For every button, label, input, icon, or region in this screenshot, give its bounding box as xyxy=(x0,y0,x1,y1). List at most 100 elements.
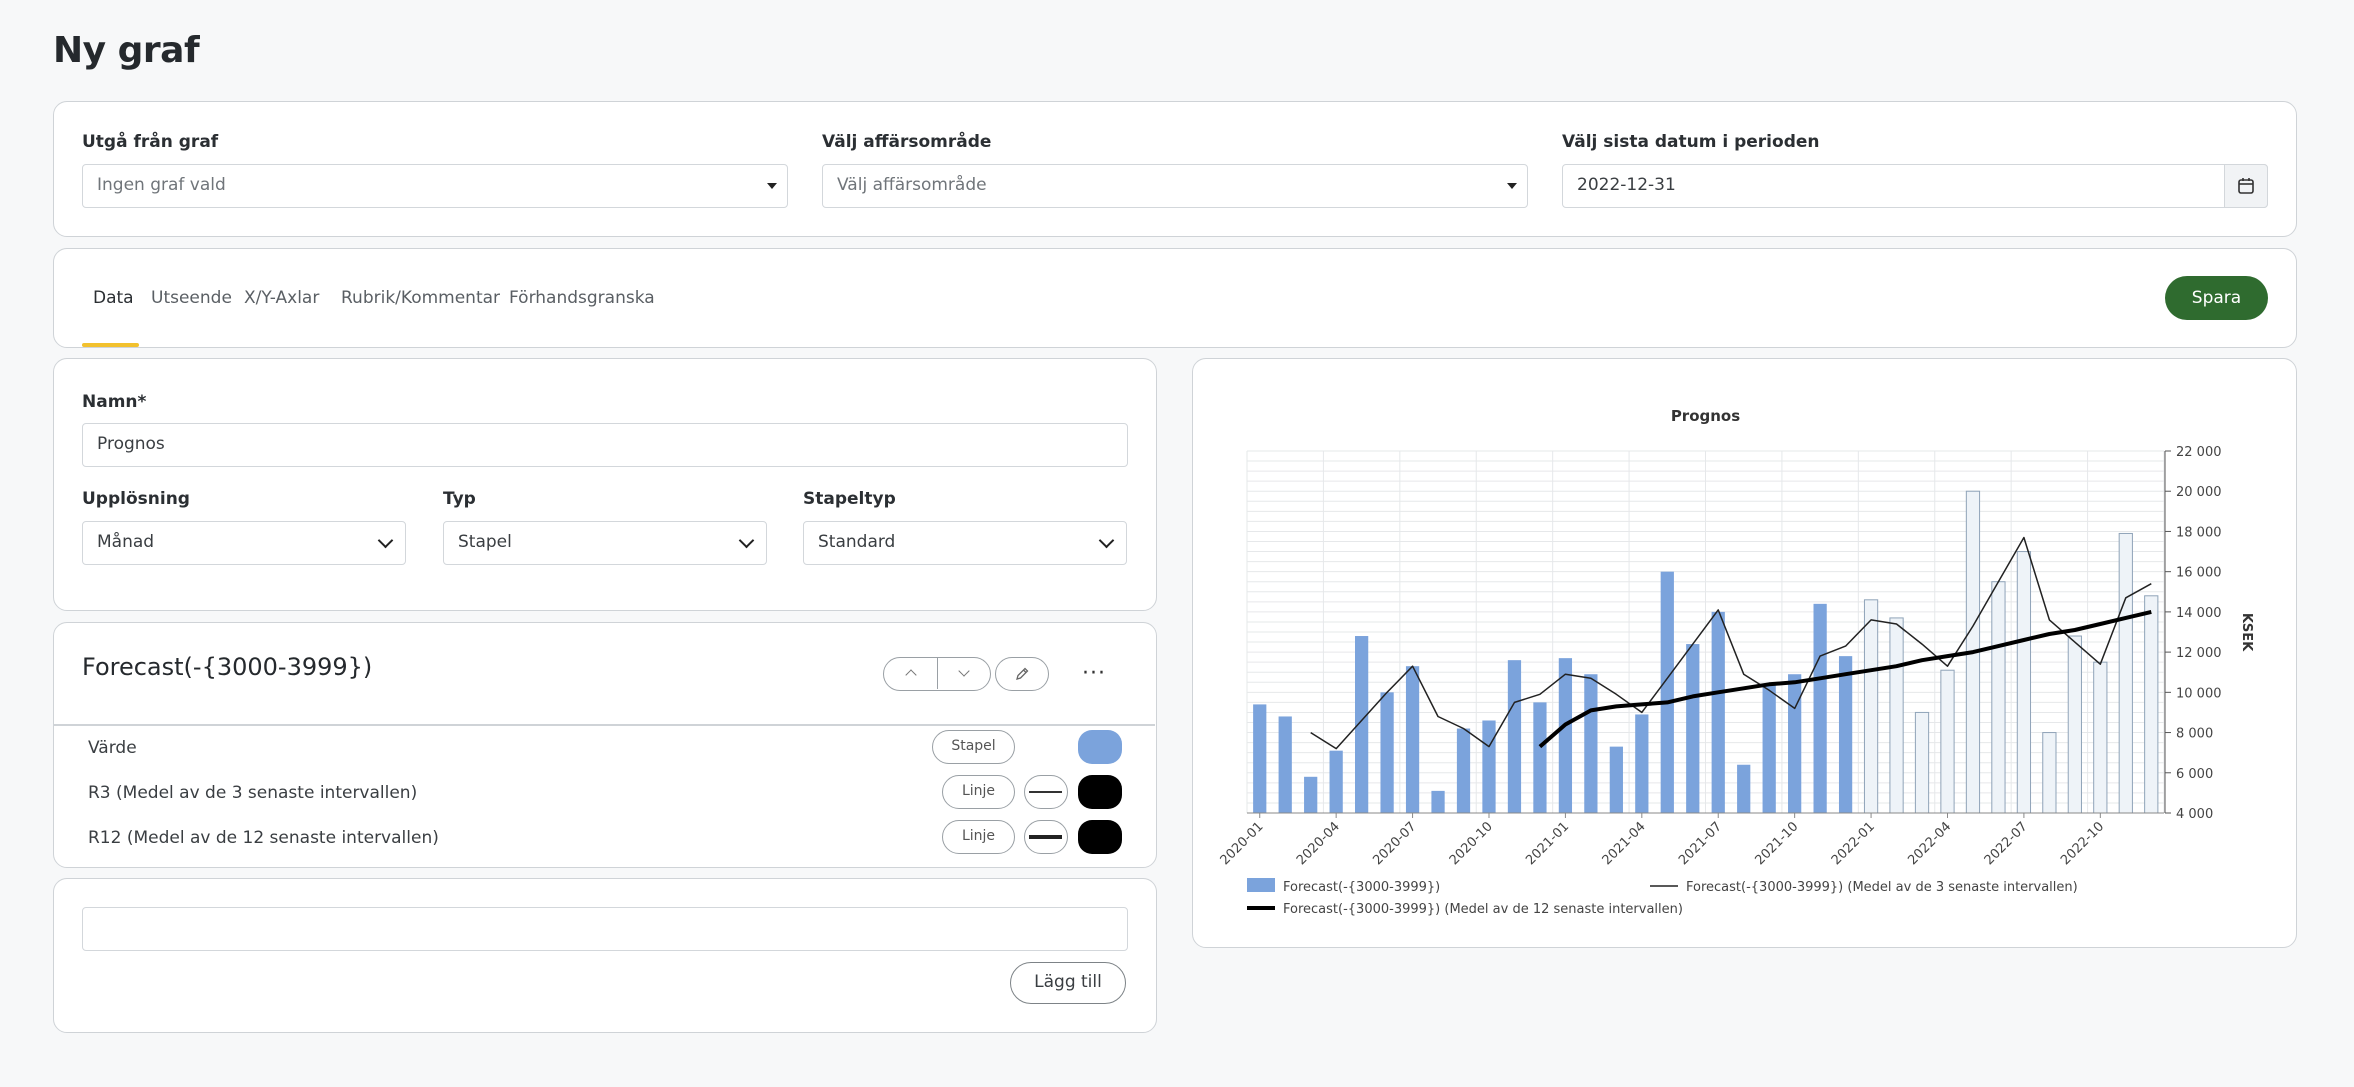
legend-label: Forecast(-{3000-3999}) xyxy=(1283,880,1440,895)
chevron-up-icon xyxy=(905,669,917,681)
tab-data[interactable]: Data xyxy=(93,288,134,308)
resolution-select[interactable]: Månad xyxy=(82,521,406,565)
last-date-input[interactable]: 2022-12-31 xyxy=(1562,164,2268,208)
y-tick-label: 22 000 xyxy=(2176,445,2222,460)
chart-bar xyxy=(2144,595,2159,814)
x-tick-label: 2022-04 xyxy=(1905,819,1954,868)
x-tick-label: 2020-07 xyxy=(1370,819,1419,868)
stack-type-select[interactable]: Standard xyxy=(803,521,1127,565)
series-style-button[interactable]: Linje xyxy=(942,775,1015,809)
source-graph-select[interactable]: Ingen graf vald xyxy=(82,164,788,208)
series-color-swatch[interactable] xyxy=(1078,775,1122,809)
y-tick-label: 18 000 xyxy=(2176,525,2222,540)
move-down-button[interactable] xyxy=(938,658,990,689)
calendar-icon xyxy=(2238,178,2254,194)
chart-bar xyxy=(1711,611,1725,813)
add-button[interactable]: Lägg till xyxy=(1010,962,1126,1004)
y-tick-label: 4 000 xyxy=(2176,807,2213,822)
chart-bar xyxy=(1788,674,1802,813)
chevron-down-icon xyxy=(1098,532,1115,549)
stack-type-label: Stapeltyp xyxy=(803,489,896,509)
series-row-label: Värde xyxy=(88,738,137,758)
series-title: Forecast(-{3000-3999}) xyxy=(82,653,373,681)
chart-bar xyxy=(2093,661,2108,814)
move-up-button[interactable] xyxy=(884,658,938,689)
caret-down-icon xyxy=(767,183,777,189)
x-tick-label: 2021-04 xyxy=(1600,819,1649,868)
move-button-group xyxy=(883,657,991,691)
name-value: Prognos xyxy=(97,434,165,454)
chart-bar xyxy=(1863,599,1879,814)
series-card: Forecast(-{3000-3999}) ··· Värde Stapel … xyxy=(53,622,1157,868)
save-button[interactable]: Spara xyxy=(2165,276,2268,320)
page-title: Ny graf xyxy=(53,30,200,71)
chart-bar xyxy=(1737,764,1751,813)
x-tick-label: 2022-01 xyxy=(1829,819,1878,868)
chart-bar xyxy=(1660,571,1674,813)
edit-button[interactable] xyxy=(995,657,1049,691)
tab-preview[interactable]: Förhandsgranska xyxy=(509,288,655,308)
chart-bar xyxy=(1533,702,1547,813)
chevron-down-icon xyxy=(738,532,755,549)
stack-type-value: Standard xyxy=(818,532,896,552)
tab-appearance[interactable]: Utseende xyxy=(151,288,232,308)
more-options-icon[interactable]: ··· xyxy=(1082,661,1106,686)
chart-bar xyxy=(1762,684,1776,813)
name-input[interactable]: Prognos xyxy=(82,423,1128,467)
x-tick-label: 2022-07 xyxy=(1982,819,2031,868)
resolution-label: Upplösning xyxy=(82,489,190,509)
series-row-label: R3 (Medel av de 3 senaste intervallen) xyxy=(88,783,418,803)
r12-line xyxy=(1538,609,2152,749)
chart-bar xyxy=(1838,656,1853,813)
chart-bar xyxy=(1380,692,1394,813)
active-tab-indicator xyxy=(82,343,139,347)
chevron-down-icon xyxy=(958,665,970,677)
chart-bar xyxy=(2042,732,2057,814)
y-tick-label: 8 000 xyxy=(2176,727,2213,742)
legend-swatch xyxy=(1247,878,1275,892)
chart-bar xyxy=(1635,714,1649,813)
add-series-card: Lägg till xyxy=(53,878,1157,1033)
line-thick-icon[interactable] xyxy=(1024,820,1068,854)
series-color-swatch[interactable] xyxy=(1078,730,1122,764)
chart-title: Prognos xyxy=(1671,407,1740,425)
tab-title-comment[interactable]: Rubrik/Kommentar xyxy=(341,288,501,308)
chevron-down-icon xyxy=(377,532,394,549)
line-thin-icon[interactable] xyxy=(1024,775,1068,809)
x-tick-label: 2020-04 xyxy=(1294,819,1343,868)
tab-axes[interactable]: X/Y-Axlar xyxy=(244,288,320,308)
chart-bar xyxy=(1507,660,1522,813)
caret-down-icon xyxy=(1507,183,1517,189)
forecast-chart: Prognos 22 000 20 000 18 000 16 000 14 000 12 … xyxy=(1218,407,2254,917)
chart-bar xyxy=(1558,658,1573,813)
source-graph-label: Utgå från graf xyxy=(82,132,219,152)
y-tick-label: 10 000 xyxy=(2176,686,2222,701)
chart-preview-card: Prognos 22 000 20 000 18 000 16 000 14 000 12 … xyxy=(1192,358,2297,948)
type-select[interactable]: Stapel xyxy=(443,521,767,565)
business-area-label: Välj affärsområde xyxy=(822,132,992,152)
chart-bar xyxy=(1253,704,1267,813)
series-color-swatch[interactable] xyxy=(1078,820,1122,854)
chart-bar xyxy=(1431,790,1445,813)
y-tick-label: 16 000 xyxy=(2176,566,2222,581)
graph-settings-panel: Namn* Prognos Upplösning Månad Typ Stape… xyxy=(53,358,1157,611)
chart-bar xyxy=(1686,644,1700,813)
y-tick-label: 12 000 xyxy=(2176,646,2222,661)
last-date-value: 2022-12-31 xyxy=(1577,175,1676,195)
last-date-label: Välj sista datum i perioden xyxy=(1562,132,1820,152)
chart-bar xyxy=(2016,551,2032,814)
add-series-input[interactable] xyxy=(82,907,1128,951)
r3-line xyxy=(1310,536,2152,750)
series-style-button[interactable]: Linje xyxy=(942,820,1015,854)
chart-bar xyxy=(1304,776,1318,813)
chart-bar xyxy=(1584,674,1598,813)
chart-bar xyxy=(1456,728,1471,813)
series-row-label: R12 (Medel av de 12 senaste intervallen) xyxy=(88,828,439,848)
chart-bar xyxy=(2067,635,2082,814)
calendar-button[interactable] xyxy=(2224,164,2268,208)
business-area-select[interactable]: Välj affärsområde xyxy=(822,164,1528,208)
x-tick-label: 2020-10 xyxy=(1447,819,1496,868)
series-style-button[interactable]: Stapel xyxy=(932,730,1015,764)
business-area-value: Välj affärsområde xyxy=(837,175,987,195)
y-axis-label: KSEK xyxy=(2239,613,2254,652)
